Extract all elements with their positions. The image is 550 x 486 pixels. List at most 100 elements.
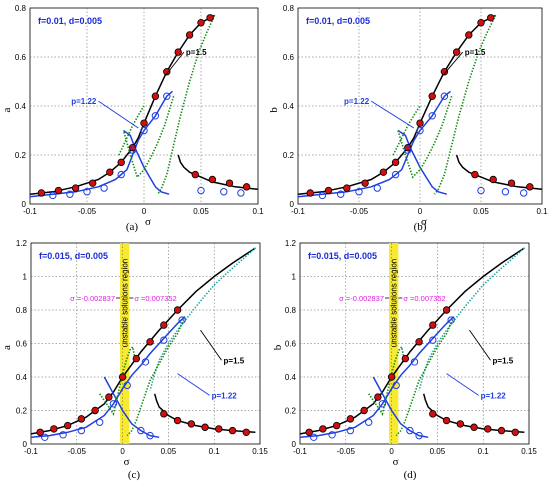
series-line-7 xyxy=(118,105,145,156)
blue-marker xyxy=(406,426,414,435)
red-marker xyxy=(484,425,492,433)
red-marker xyxy=(242,428,250,436)
curve-label: p=1.5 xyxy=(493,356,514,365)
red-marker xyxy=(360,406,368,415)
red-marker xyxy=(429,410,437,418)
parameter-label: f=0.015, d=0.005 xyxy=(39,251,108,261)
blue-marker xyxy=(355,188,363,196)
label-leader-line xyxy=(469,329,491,361)
red-marker xyxy=(415,338,423,346)
red-marker xyxy=(50,425,58,433)
unstable-region-band xyxy=(120,243,130,444)
red-marker xyxy=(442,306,451,314)
red-marker xyxy=(374,393,382,401)
blue-marker xyxy=(410,358,419,366)
y-tick-label: 0.6 xyxy=(15,53,27,62)
red-marker xyxy=(163,67,171,76)
y-axis-label: a xyxy=(1,345,13,350)
red-marker xyxy=(489,175,497,184)
red-marker xyxy=(507,179,516,187)
blue-marker xyxy=(392,381,400,390)
sigma-right-label: σ =0.007352 xyxy=(403,294,445,303)
x-tick-label: -0.05 xyxy=(78,207,97,216)
blue-marker xyxy=(429,336,437,344)
blue-marker xyxy=(163,92,171,100)
red-marker xyxy=(128,143,137,152)
red-marker xyxy=(132,354,141,363)
red-marker xyxy=(173,416,182,425)
blue-marker xyxy=(197,186,205,195)
red-marker xyxy=(201,423,209,431)
blue-marker xyxy=(378,400,387,408)
x-tick-label: 0.1 xyxy=(478,447,490,456)
x-axis-label: σ xyxy=(145,216,151,228)
red-marker xyxy=(191,170,199,179)
y-tick-label: 0 xyxy=(290,200,295,209)
series-line-1 xyxy=(297,14,496,195)
sigma-left-label: σ =-0.002837 xyxy=(339,294,384,303)
series-line-5 xyxy=(397,129,448,195)
blue-marker xyxy=(137,426,145,435)
red-marker xyxy=(77,415,86,423)
red-marker xyxy=(151,92,160,100)
red-marker xyxy=(140,119,148,127)
curve-label: p=1.22 xyxy=(212,391,238,400)
y-tick-label: 0 xyxy=(23,440,28,449)
red-marker xyxy=(185,31,194,39)
red-marker xyxy=(440,67,449,76)
x-tick-label: -0.05 xyxy=(350,207,369,216)
red-marker xyxy=(225,179,234,187)
panel-caption: (a) xyxy=(126,221,139,233)
red-marker xyxy=(206,14,214,22)
red-marker xyxy=(88,179,97,187)
y-tick-label: 0.8 xyxy=(285,306,297,315)
y-axis-label: b xyxy=(272,344,284,350)
blue-marker xyxy=(128,146,137,154)
x-tick-label: -0.1 xyxy=(293,447,307,456)
unstable-region-band xyxy=(389,243,399,444)
band-label: unstable solutions region xyxy=(390,259,399,348)
y-tick-label: 1.2 xyxy=(16,239,28,248)
y-tick-label: 0.2 xyxy=(285,407,297,416)
red-marker xyxy=(37,189,46,197)
blue-marker xyxy=(83,188,91,196)
y-tick-label: 0.8 xyxy=(15,4,27,13)
x-tick-label: 0.05 xyxy=(161,447,177,456)
chart-panel-1: -0.1 -0.05 0 0.05 0.1 0 0.2 0.4 0.6 0.8 p=1.5 p=1.2… xyxy=(1,4,264,233)
parameter-label: f=0.01, d=0.005 xyxy=(38,16,102,26)
red-marker xyxy=(471,170,479,179)
curve-label: p=1.22 xyxy=(71,97,97,106)
sigma-left-label: σ =-0.002837 xyxy=(70,294,115,303)
label-leader-line xyxy=(177,373,210,396)
series-line-6 xyxy=(126,316,186,437)
blue-marker xyxy=(141,358,150,366)
red-marker xyxy=(106,168,114,176)
curve-label: p=1.5 xyxy=(186,48,207,57)
chart-panel-4: unstable solutions region -0.1 -0.05 0 0.05 0… xyxy=(272,239,537,481)
y-axis-label: b xyxy=(268,107,280,113)
x-tick-label: -0.1 xyxy=(23,207,37,216)
red-marker xyxy=(526,183,534,191)
panel-caption: (d) xyxy=(404,469,417,481)
y-tick-label: 0.2 xyxy=(15,151,27,160)
blue-marker xyxy=(328,431,336,439)
series-line-1 xyxy=(29,14,216,195)
x-tick-label: 0.05 xyxy=(430,447,446,456)
y-tick-label: 0.4 xyxy=(283,102,295,111)
red-marker xyxy=(71,184,80,192)
blue-marker xyxy=(520,189,528,197)
series-line-3 xyxy=(157,14,216,195)
series-line-3 xyxy=(418,247,525,391)
panel-caption: (b) xyxy=(414,221,427,233)
red-marker xyxy=(160,321,168,329)
label-leader-line xyxy=(164,51,185,77)
red-marker xyxy=(208,175,217,184)
series-line-6 xyxy=(395,316,455,437)
blue-marker xyxy=(77,426,86,435)
x-tick-label: 0.1 xyxy=(536,207,548,216)
blue-marker xyxy=(346,426,355,435)
blue-marker xyxy=(220,188,228,196)
plot-frame xyxy=(30,242,261,445)
x-tick-label: 0.05 xyxy=(473,207,489,216)
red-marker xyxy=(228,426,237,435)
